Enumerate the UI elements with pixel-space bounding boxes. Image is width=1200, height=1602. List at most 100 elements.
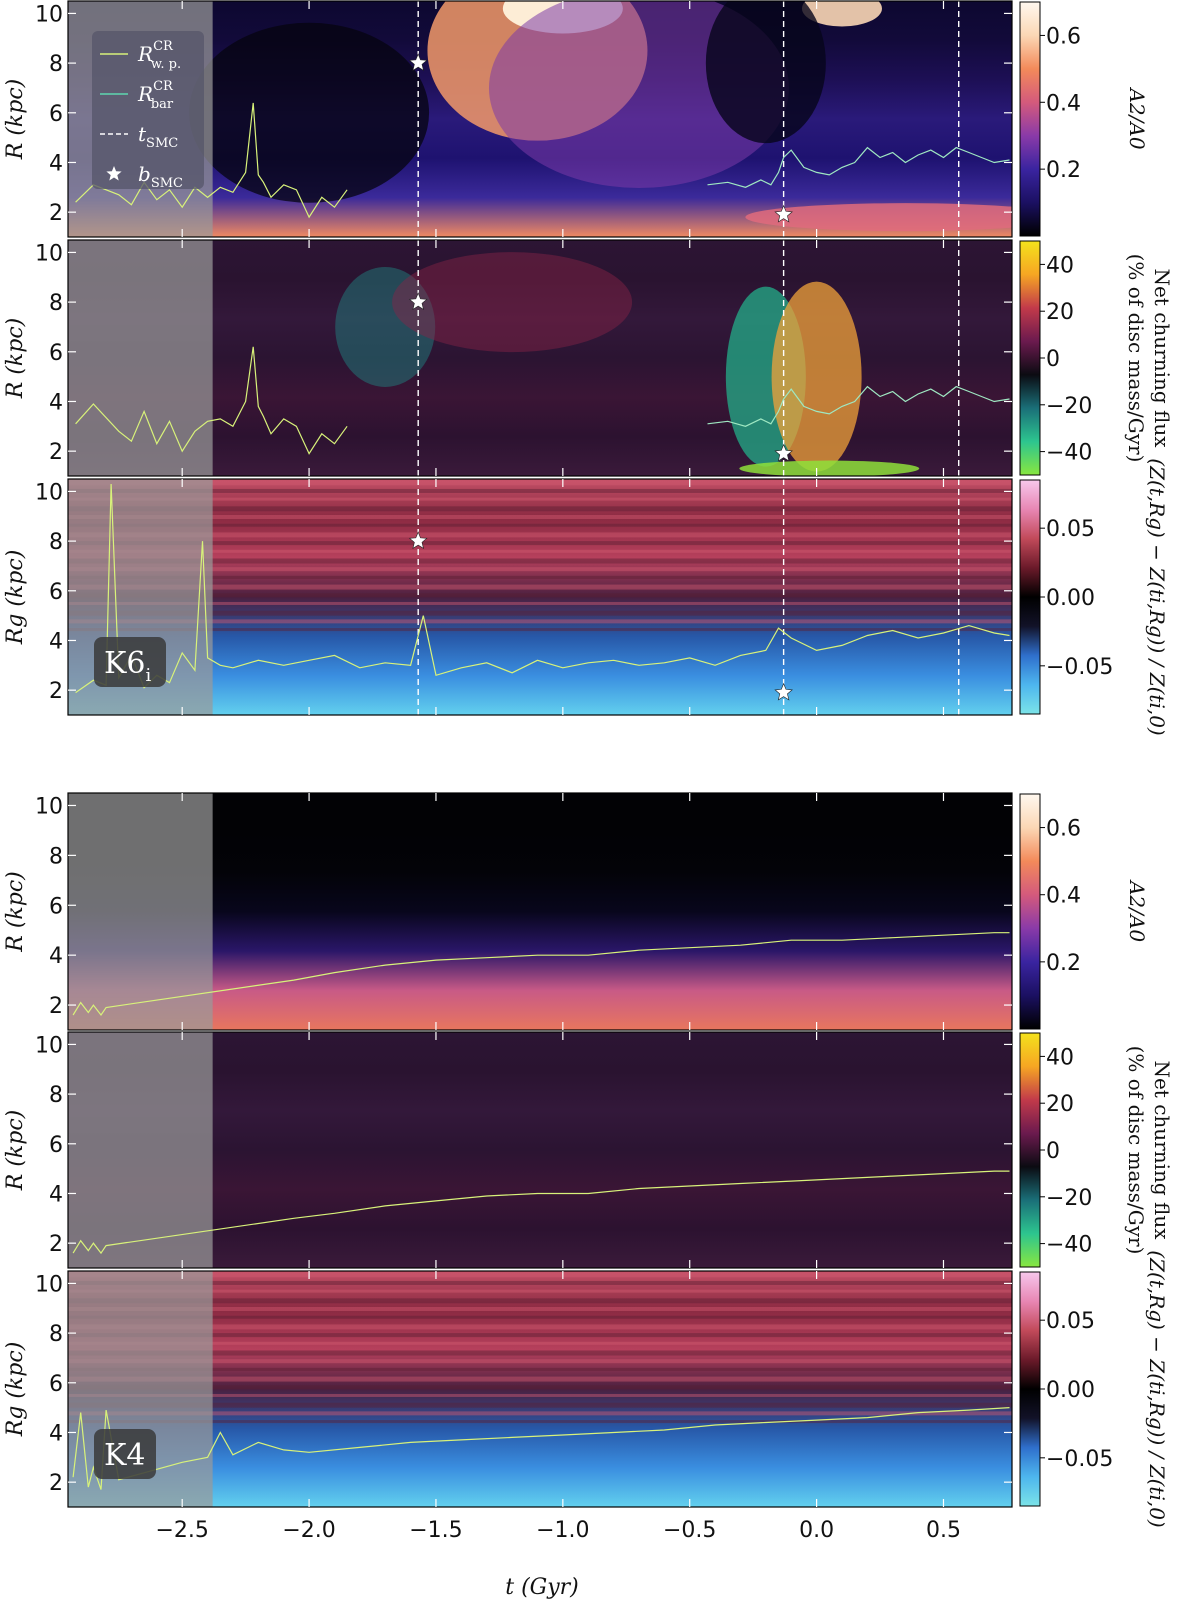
y-tick-label: 10 (35, 1272, 63, 1297)
series-R_CR (75, 483, 1010, 694)
colorbar-label: (Z(t,Rg) − Z(ti,Rg)) / Z(ti,0) (1145, 1250, 1169, 1527)
series-R_CR (72, 932, 1010, 1017)
colorbar (1019, 1032, 1041, 1268)
heatmap (68, 479, 1012, 715)
colorbar-label-line: (% of disc mass/Gyr) (1124, 1046, 1148, 1255)
excluded-time-shade (68, 793, 213, 1030)
colorbar (1019, 479, 1041, 715)
heatmap-feature (68, 558, 1012, 564)
y-tick-label: 2 (49, 1232, 63, 1257)
model-badge-label: K4 (104, 1438, 146, 1473)
colorbar-tick-label: −20 (1046, 1186, 1092, 1211)
y-tick-label: 2 (49, 201, 63, 226)
series-R_CR (72, 1170, 1010, 1255)
x-axis-label: t (Gyr) (505, 1575, 579, 1600)
y-tick-label: 8 (49, 530, 63, 555)
y-tick-label: 6 (49, 1133, 63, 1158)
heatmap-background (68, 1271, 1012, 1507)
y-tick-label: 2 (49, 440, 63, 465)
colorbar-tick-label: 0.00 (1046, 1378, 1095, 1403)
colorbar-label-line: Net churning flux (1150, 1060, 1174, 1240)
heatmap-feature (68, 1333, 1012, 1338)
y-tick-label: 4 (49, 629, 63, 654)
x-tick-label: −1.0 (536, 1518, 589, 1543)
colorbar-tick-label: 20 (1046, 1092, 1074, 1117)
heatmap-feature (68, 523, 1012, 527)
y-axis-label: R (kpc) (3, 1110, 28, 1191)
y-axis-label: Rg (kpc) (3, 1342, 28, 1438)
colorbar (1019, 240, 1041, 476)
plot-frame (67, 239, 1013, 477)
y-tick-label: 10 (35, 480, 63, 505)
heatmap (68, 240, 1012, 476)
b-smc-star (774, 204, 793, 223)
colorbar-tick-label: −40 (1046, 441, 1092, 466)
heatmap-feature (68, 1367, 1012, 1371)
b-smc-star (408, 53, 428, 72)
y-tick-label: 10 (35, 1033, 63, 1058)
heatmap-feature (335, 266, 436, 387)
y-tick-label: 2 (49, 679, 63, 704)
heatmap-feature (68, 575, 1012, 579)
panel-5: 2 4 6 8 10 R (kpc) −40 −20 0 20 40 Net churning flu… (3, 1031, 1174, 1269)
x-tick-label: −2.5 (155, 1518, 208, 1543)
legend-box (92, 31, 204, 189)
panel-2: 2 4 6 8 10 R (kpc) −40 −20 0 20 40 Net churning flu… (3, 239, 1174, 477)
heatmap-feature (68, 1307, 1012, 1312)
panel-4: 2 4 6 8 10 R (kpc) 0.2 0.4 0.6 A2/A0 (3, 792, 1149, 1031)
colorbar-tick-label: 0.4 (1046, 884, 1081, 909)
colorbar-tick-label: 0.4 (1046, 91, 1081, 116)
plot-frame (67, 0, 1013, 238)
colorbar (1019, 1271, 1041, 1507)
y-tick-label: 8 (49, 291, 63, 316)
colorbar (1019, 793, 1041, 1030)
y-tick-label: 8 (49, 52, 63, 77)
b-smc-star (408, 531, 428, 550)
heatmap-feature (68, 480, 1012, 486)
heatmap-feature (68, 1289, 1012, 1293)
colorbar-tick-label: 0 (1046, 1139, 1060, 1164)
colorbar-tick-label: 0.05 (1046, 1309, 1095, 1334)
heatmap-feature (68, 506, 1012, 512)
heatmap-feature (68, 1341, 1012, 1345)
heatmap-feature (392, 252, 633, 353)
heatmap (68, 793, 1012, 1030)
colorbar-tick-label: 0.6 (1046, 24, 1081, 49)
heatmap-feature (68, 619, 1012, 624)
excluded-time-shade (68, 240, 213, 476)
y-axis-label: Rg (kpc) (3, 550, 28, 646)
colorbar-tick-label: −20 (1046, 394, 1092, 419)
heatmap-feature (68, 532, 1012, 538)
y-axis-label: R (kpc) (3, 871, 28, 952)
colorbar-tick-label: 0.00 (1046, 586, 1095, 611)
y-tick-label: 6 (49, 341, 63, 366)
heatmap-feature (68, 549, 1012, 553)
x-tick-label: 0.5 (926, 1518, 961, 1543)
colorbar-tick-label: −0.05 (1046, 1447, 1113, 1472)
y-tick-label: 2 (49, 994, 63, 1019)
colorbar (1019, 1, 1041, 237)
heatmap-feature (68, 1324, 1012, 1330)
colorbar-tick-label: −0.05 (1046, 655, 1113, 680)
colorbar-tick-label: −40 (1046, 1233, 1092, 1258)
heatmap-feature (68, 1376, 1012, 1382)
heatmap-feature (68, 1280, 1012, 1285)
heatmap-feature (68, 541, 1012, 546)
colorbar-label-line: Net churning flux (1150, 268, 1174, 448)
heatmap (68, 1, 1012, 237)
colorbar-label-line: (% of disc mass/Gyr) (1124, 254, 1148, 463)
heatmap-feature (189, 22, 430, 203)
colorbar-tick-label: 0.6 (1046, 817, 1081, 842)
plot-frame (67, 792, 1013, 1031)
colorbar-tick-label: 0.2 (1046, 158, 1081, 183)
x-tick-label: −1.5 (409, 1518, 462, 1543)
heatmap-feature (68, 601, 1012, 605)
heatmap-background (68, 479, 1012, 715)
heatmap-feature (68, 584, 1012, 590)
heatmap-feature (705, 1, 826, 144)
y-tick-label: 4 (49, 390, 63, 415)
y-tick-label: 6 (49, 894, 63, 919)
series-R_CR_bar (707, 385, 1010, 427)
